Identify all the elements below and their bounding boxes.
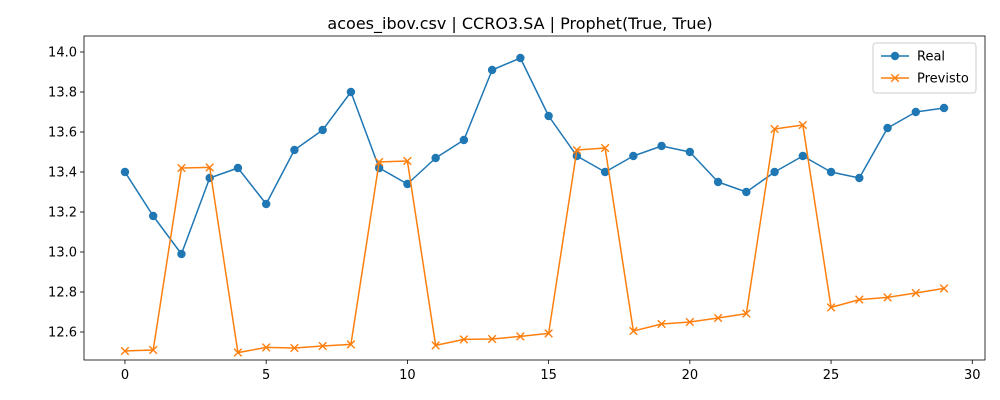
y-tick-label: 12.6 xyxy=(48,326,77,341)
data-point xyxy=(516,53,525,63)
data-point xyxy=(120,346,130,356)
data-point xyxy=(261,343,271,352)
data-point xyxy=(205,163,214,172)
y-tick-label: 14.0 xyxy=(48,46,77,61)
data-point xyxy=(233,348,243,357)
data-point xyxy=(798,151,808,161)
data-point xyxy=(685,147,695,157)
legend: Real Previsto xyxy=(872,42,977,94)
plot-area xyxy=(84,36,985,360)
data-point xyxy=(572,151,582,161)
data-point xyxy=(120,167,130,177)
data-point xyxy=(742,309,751,318)
data-point xyxy=(911,288,921,298)
legend-marker xyxy=(890,73,900,83)
data-point xyxy=(290,145,299,155)
data-point xyxy=(148,211,158,221)
data-point xyxy=(939,103,949,113)
data-point xyxy=(544,329,553,338)
series-layer xyxy=(120,53,949,357)
y-tick-label: 13.0 xyxy=(48,246,77,261)
data-point xyxy=(431,341,440,350)
plot-frame xyxy=(83,35,986,361)
data-point xyxy=(826,167,836,177)
y-tick-label: 13.2 xyxy=(48,206,77,221)
data-point xyxy=(459,335,469,344)
data-point xyxy=(290,343,299,353)
data-point xyxy=(487,334,497,344)
data-point xyxy=(177,249,186,259)
data-point xyxy=(516,332,525,341)
data-point xyxy=(261,199,271,209)
data-point xyxy=(713,313,723,323)
data-point xyxy=(205,173,214,183)
data-point xyxy=(487,65,497,75)
data-point xyxy=(318,125,327,135)
data-point xyxy=(459,135,469,145)
legend-marker xyxy=(890,51,900,61)
data-point xyxy=(374,157,384,167)
data-point xyxy=(657,319,666,329)
x-tick-label: 30 xyxy=(964,368,981,383)
y-tick-label: 13.6 xyxy=(48,126,77,141)
x-tick-label: 15 xyxy=(540,368,557,383)
data-point xyxy=(544,111,553,121)
data-point xyxy=(826,303,836,312)
x-tick-label: 10 xyxy=(399,368,416,383)
data-point xyxy=(431,153,440,163)
legend-entry: Real xyxy=(881,50,945,65)
series-line xyxy=(124,124,945,354)
data-point xyxy=(770,124,779,134)
data-point xyxy=(911,107,921,117)
data-point xyxy=(742,187,751,197)
data-point xyxy=(600,167,610,177)
data-point xyxy=(233,163,243,173)
data-point xyxy=(403,179,412,189)
data-point xyxy=(629,326,638,336)
data-point xyxy=(855,295,864,304)
data-point xyxy=(855,173,864,183)
data-point xyxy=(572,145,582,155)
data-point xyxy=(629,151,638,161)
data-point xyxy=(346,87,356,97)
chart-title: acoes_ibov.csv | CCRO3.SA | Prophet(True… xyxy=(327,14,712,34)
data-point xyxy=(346,340,356,349)
y-tick-label: 13.4 xyxy=(48,166,77,181)
x-tick-label: 25 xyxy=(823,368,840,383)
axis-ticks: 0 5 10 15 20 25 30 12.6 12.8 13.0 13.2 13.4 13.6 13.8… xyxy=(48,46,981,384)
data-point xyxy=(148,345,158,355)
data-point xyxy=(318,341,327,351)
legend-entry: Previsto xyxy=(881,72,969,87)
x-tick-label: 0 xyxy=(121,368,129,383)
data-point xyxy=(374,163,384,173)
data-point xyxy=(600,143,610,153)
series-previsto xyxy=(120,120,949,357)
data-point xyxy=(883,293,892,302)
y-tick-label: 13.8 xyxy=(48,86,77,101)
x-tick-label: 5 xyxy=(262,368,270,383)
data-point xyxy=(883,123,892,133)
data-point xyxy=(177,163,186,173)
data-point xyxy=(403,156,412,166)
data-point xyxy=(685,317,695,327)
data-point xyxy=(770,167,779,177)
data-point xyxy=(657,141,666,151)
legend-label: Previsto xyxy=(917,72,969,87)
legend-label: Real xyxy=(917,50,945,65)
x-tick-label: 20 xyxy=(682,368,699,383)
data-point xyxy=(798,120,808,130)
y-tick-label: 12.8 xyxy=(48,286,77,301)
data-point xyxy=(713,177,723,187)
data-point xyxy=(939,284,949,293)
